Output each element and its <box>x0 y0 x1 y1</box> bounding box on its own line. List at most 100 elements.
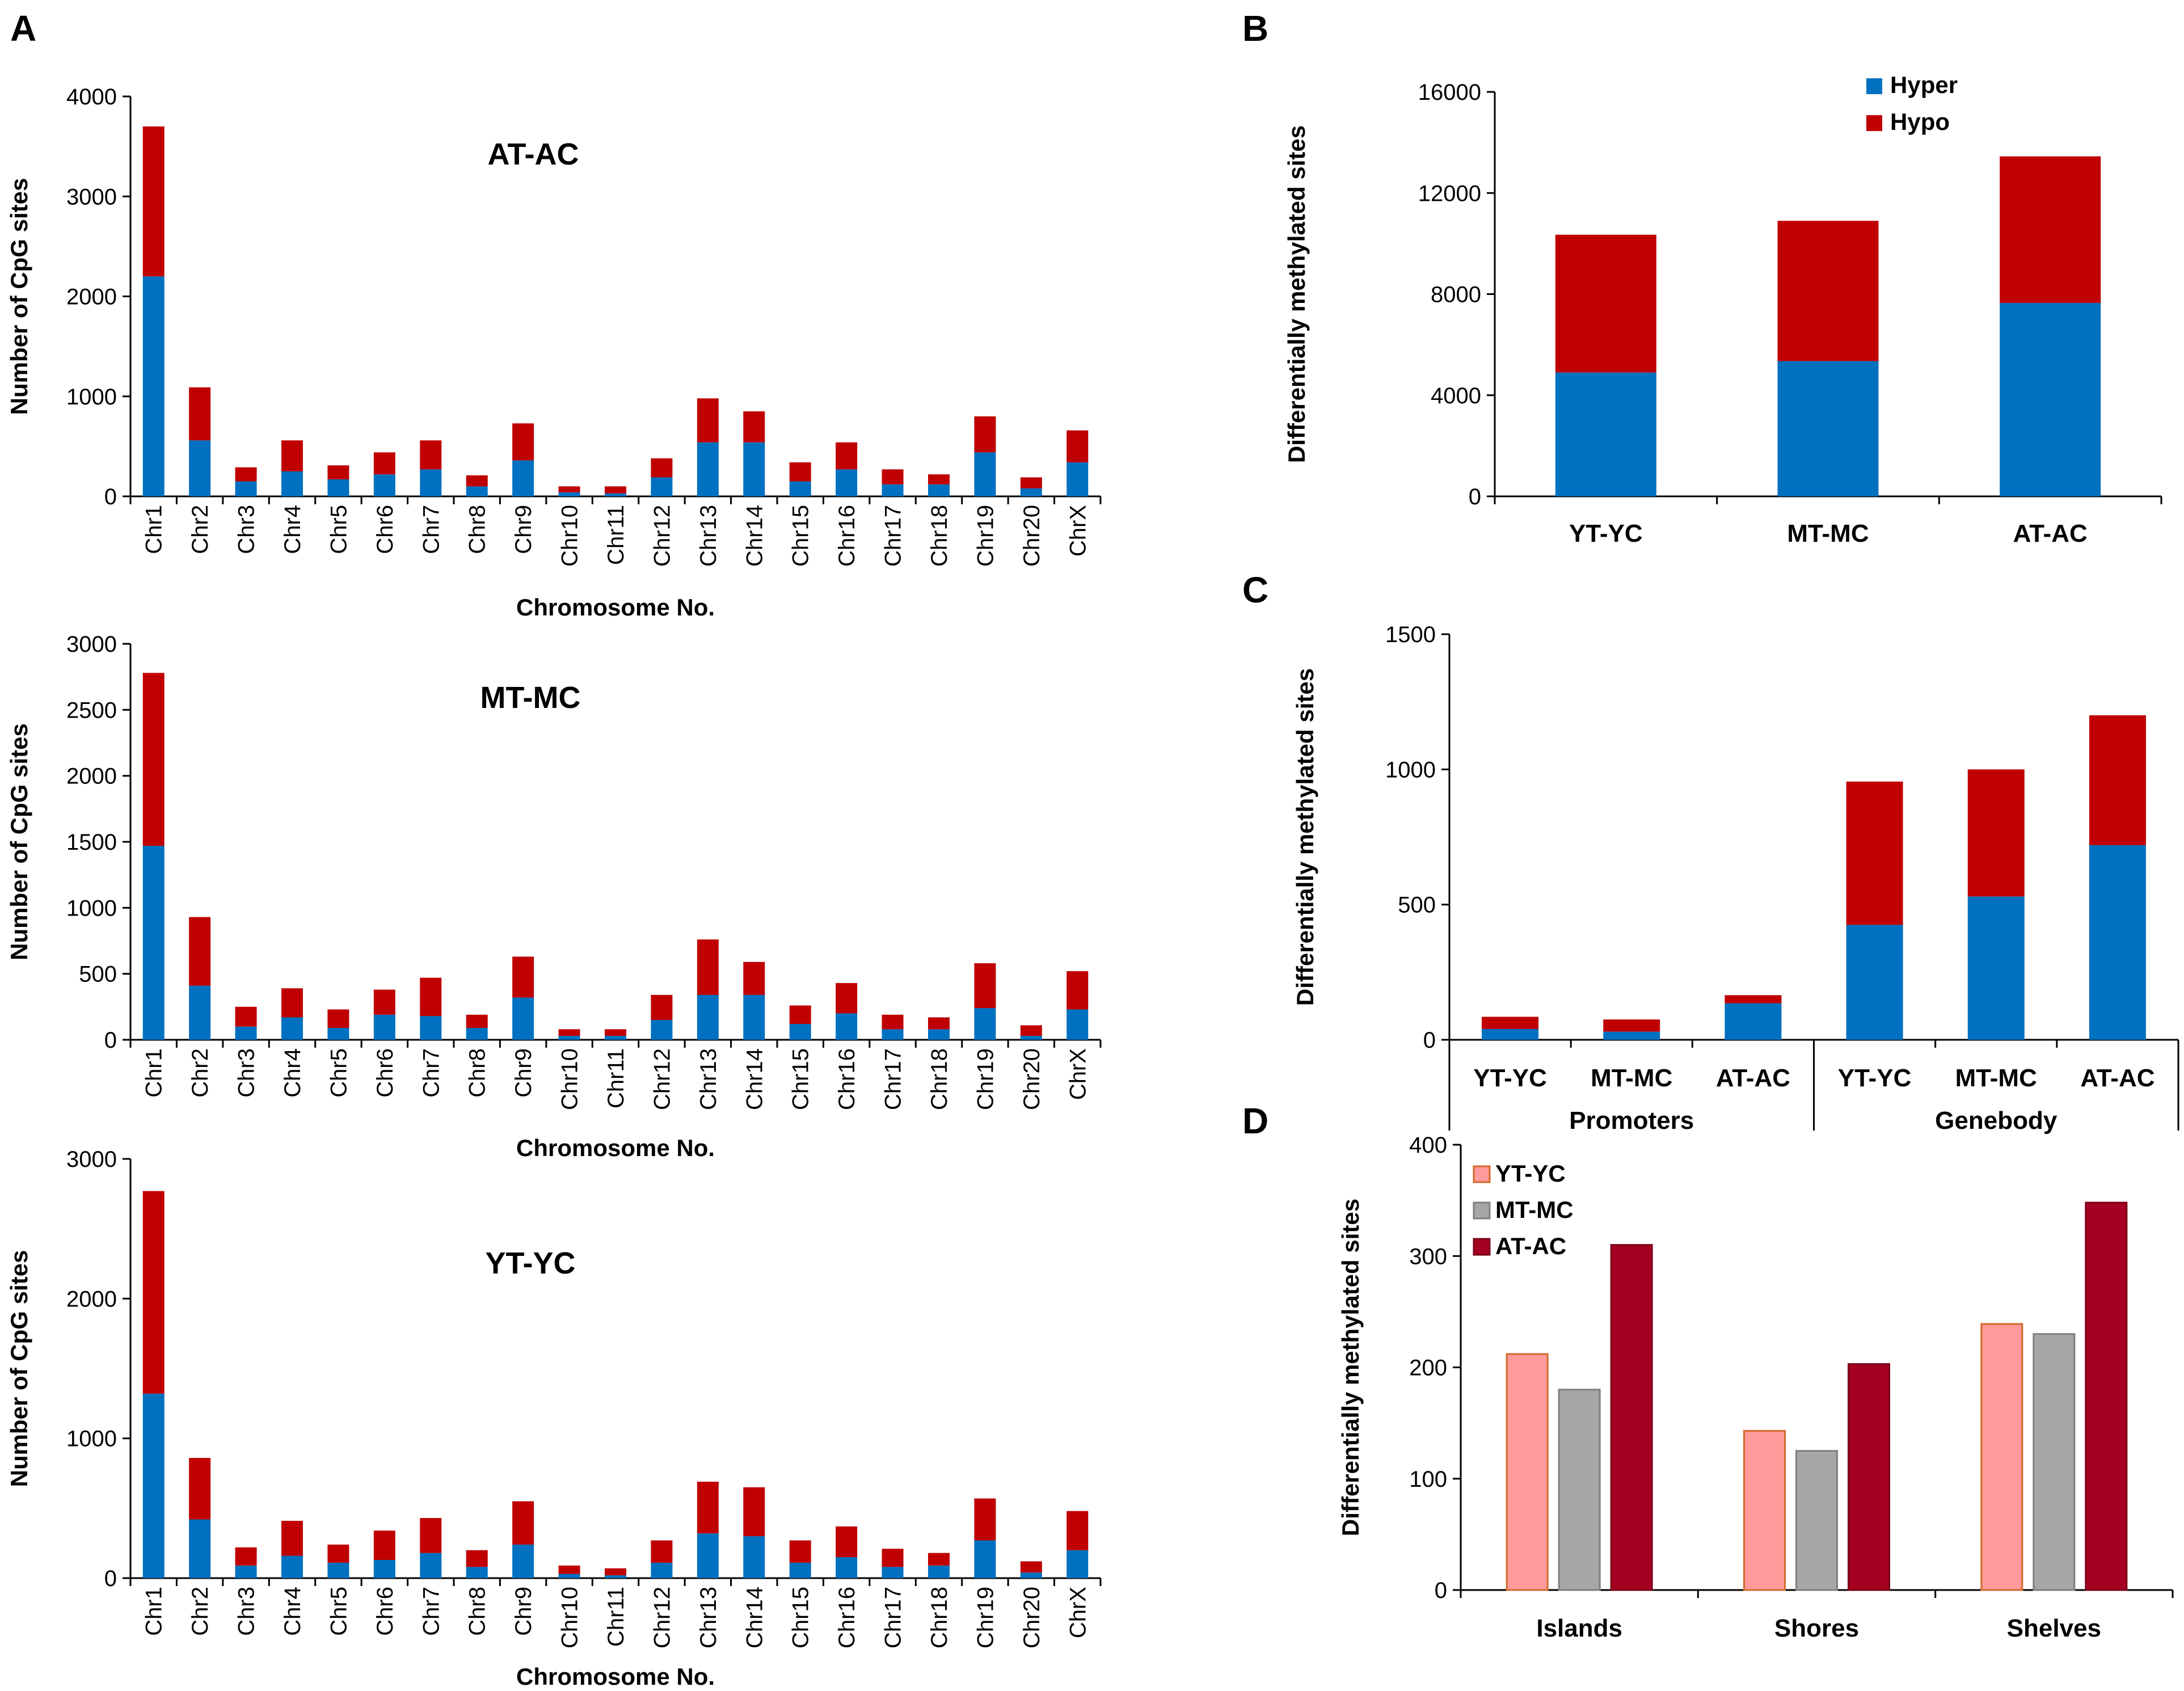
bar-hypo-chrx <box>1066 1511 1089 1550</box>
category-label: Chr20 <box>1019 1048 1044 1110</box>
category-label: Chr6 <box>373 1048 398 1098</box>
bar-hypo-chr18 <box>928 1017 950 1030</box>
bar-hypo-chr16 <box>836 982 858 1014</box>
bar-hypo-chr11 <box>605 486 626 494</box>
bar-hyper-chr16 <box>836 1557 858 1578</box>
bar-hypo-chr3 <box>235 467 257 482</box>
bar-hypo-chr19 <box>974 416 996 453</box>
bar-hyper-chr11 <box>605 1575 626 1578</box>
bar-hyper-chr16 <box>836 469 858 496</box>
bar-hyper-chr7 <box>420 1553 442 1578</box>
legend-swatch-hypo <box>1866 115 1882 131</box>
category-label: Chr7 <box>419 1048 444 1098</box>
bar-at-ac-shores <box>1848 1363 1890 1591</box>
legend-label-hyper: Hyper <box>1890 71 1958 98</box>
y-tick-label: 3000 <box>66 632 117 657</box>
bar-hypo-chr6 <box>373 1530 395 1560</box>
y-tick-label: 8000 <box>1431 282 1481 307</box>
legend-label-hypo: Hypo <box>1890 108 1950 135</box>
y-axis-title: Number of CpG sites <box>6 178 32 415</box>
chart-B: B Differentially methylated sites 0 4000 800… <box>1242 8 2162 547</box>
bar-hyper-chr12 <box>651 477 673 496</box>
bar-hypo-chr12 <box>651 994 673 1020</box>
bar-hyper-chr20 <box>1020 1572 1042 1578</box>
chart-A2: MT-MC Number of CpG sites 0 500 1000 1500 2000… <box>6 632 1102 1161</box>
bar-hypo-chr7 <box>420 1518 442 1553</box>
bar-hypo-at-ac <box>2000 156 2101 303</box>
bar-hyper-chr9 <box>512 460 534 496</box>
category-label: Chr3 <box>234 505 259 554</box>
bar-hyper-chr9 <box>512 997 534 1040</box>
bar-hypo-chrx <box>1066 430 1089 463</box>
category-label: Chr14 <box>742 1048 767 1110</box>
bar-hyper-chr9 <box>512 1544 534 1578</box>
bar-hypo-chr8 <box>466 1550 488 1567</box>
legend-swatch-hyper <box>1866 78 1882 94</box>
bar-hypo-chr13 <box>697 398 719 442</box>
category-label: Chr4 <box>280 505 305 554</box>
category-label: Chr4 <box>280 1048 305 1098</box>
category-label: ChrX <box>1065 505 1090 556</box>
bar-hyper-chr19 <box>974 452 996 496</box>
bar-hyper-chr10 <box>558 1574 580 1578</box>
y-tick-label: 3000 <box>66 184 117 209</box>
y-tick-label: 3000 <box>66 1147 117 1172</box>
group-label: Genebody <box>1935 1107 2057 1135</box>
bar-hyper-chr6 <box>373 1014 395 1040</box>
bar-hyper-chr18 <box>928 1565 950 1578</box>
category-label: Chr15 <box>789 505 813 567</box>
bar-hypo-chr5 <box>327 465 349 480</box>
bar-hypo-chr14 <box>743 1487 765 1537</box>
panel-label-A: A <box>10 8 36 49</box>
chart-A1: A AT-AC Number of CpG sites 0 1000 2000 3000 40… <box>6 8 1102 621</box>
bar-hyper-chr19 <box>974 1540 996 1578</box>
category-label: Chr7 <box>419 505 444 554</box>
category-label: Chr15 <box>789 1048 813 1110</box>
y-tick-label: 2000 <box>66 285 117 310</box>
category-label: Chr7 <box>419 1587 444 1636</box>
bar-hypo-chr2 <box>189 387 211 441</box>
legend-swatch-at-ac <box>1473 1238 1491 1256</box>
category-label: Chr5 <box>326 1048 351 1098</box>
bar-hyper-yt-yc <box>1482 1028 1539 1040</box>
bar-hyper-chr3 <box>235 1565 257 1578</box>
bar-mt-mc-shores <box>1795 1450 1838 1591</box>
bar-hyper-chr18 <box>928 1029 950 1040</box>
category-label: Chr11 <box>604 1048 629 1108</box>
y-tick-label: 12000 <box>1418 181 1481 206</box>
bar-hyper-mt-mc <box>1603 1031 1660 1040</box>
bar-hypo-chr12 <box>651 1540 673 1563</box>
bar-hyper-chr8 <box>466 486 488 496</box>
bar-hypo-chr17 <box>882 1549 904 1567</box>
legend-label-mt-mc: MT-MC <box>1495 1196 1574 1223</box>
bar-hypo-chr2 <box>189 1458 211 1520</box>
category-label: Chr12 <box>650 1048 674 1110</box>
bar-hyper-chr20 <box>1020 1036 1042 1040</box>
bar-hypo-yt-yc <box>1555 234 1656 373</box>
bar-hypo-mt-mc <box>1603 1019 1660 1032</box>
category-label: MT-MC <box>1787 520 1869 547</box>
category-label: AT-AC <box>2080 1064 2155 1092</box>
bar-hypo-chr5 <box>327 1009 349 1028</box>
category-label: Chr1 <box>142 1587 167 1636</box>
bar-hypo-chr9 <box>512 1501 534 1545</box>
bar-hyper-at-ac <box>2000 303 2101 496</box>
bar-mt-mc-islands <box>1558 1389 1601 1591</box>
bar-hypo-chr14 <box>743 411 765 442</box>
category-label: Chr16 <box>834 1587 859 1648</box>
y-tick-label: 1500 <box>66 830 117 855</box>
bar-hypo-chr5 <box>327 1544 349 1563</box>
legend-swatch-yt-yc <box>1473 1165 1491 1183</box>
legend-label-at-ac: AT-AC <box>1495 1233 1566 1259</box>
category-label: AT-AC <box>1716 1064 1790 1092</box>
category-label: Chr4 <box>280 1587 305 1636</box>
bar-hyper-chr17 <box>882 1029 904 1040</box>
category-label: Chr9 <box>511 1587 536 1636</box>
bar-hypo-chr3 <box>235 1547 257 1566</box>
y-tick-label: 0 <box>104 1566 117 1591</box>
bar-at-ac-shelves <box>2085 1201 2128 1591</box>
category-label: Chr10 <box>558 1587 583 1648</box>
bar-hyper-chr5 <box>327 1562 349 1578</box>
x-axis-title: Chromosome No. <box>516 594 715 621</box>
y-axis-title: Differentially methylated sites <box>1337 1199 1364 1536</box>
